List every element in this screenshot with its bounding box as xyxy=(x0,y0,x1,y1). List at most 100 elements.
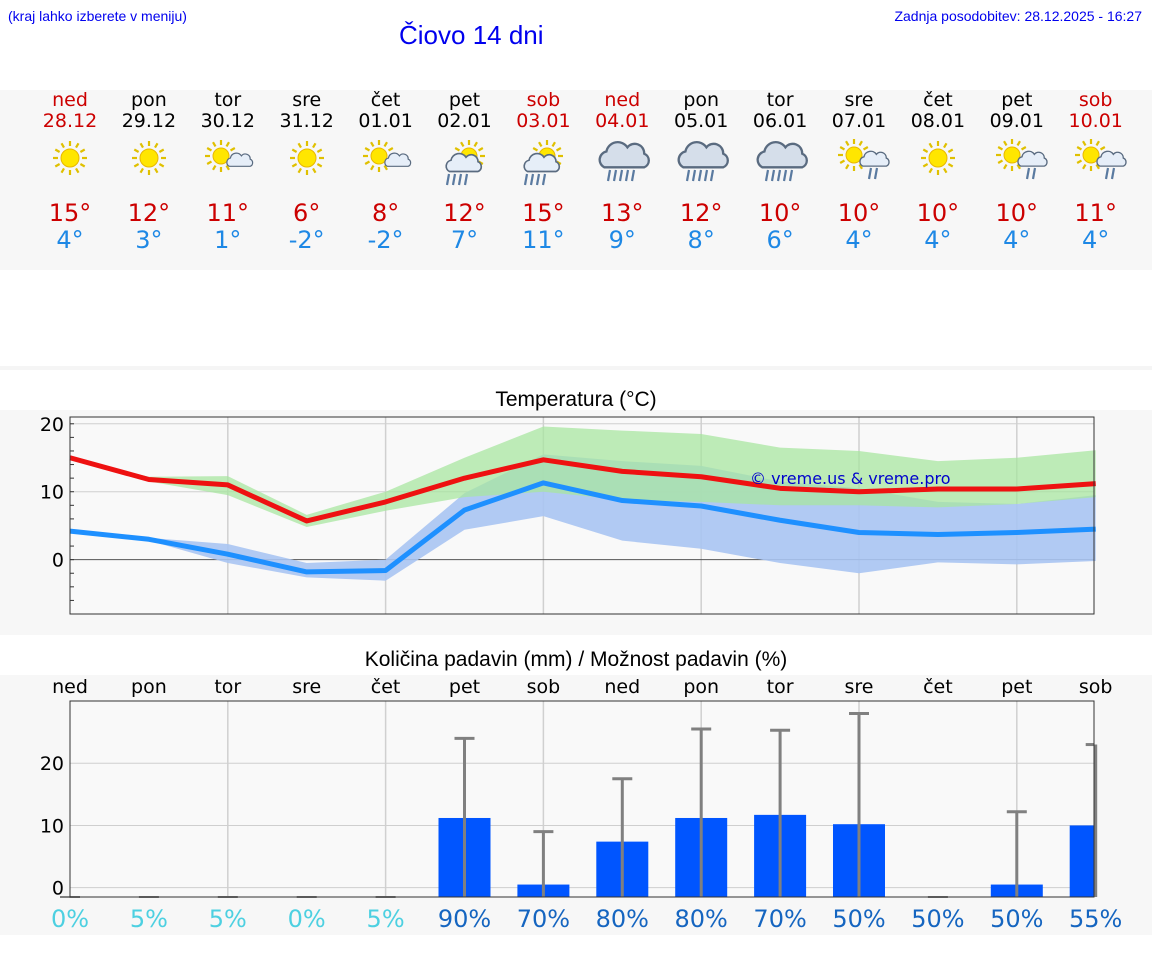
min-temperature: 4° xyxy=(924,226,952,254)
day-header: čet 01.01 xyxy=(346,90,426,132)
day-date: 03.01 xyxy=(516,110,571,132)
day-header: tor 30.12 xyxy=(188,90,268,132)
day-header: sob 10.01 xyxy=(1056,90,1136,132)
max-temperature: 11° xyxy=(206,199,250,227)
cloud-rain-icon xyxy=(582,136,662,196)
min-temperature: 11° xyxy=(522,226,565,254)
day-name: sob xyxy=(526,89,561,111)
max-temperature: 6° xyxy=(293,199,321,227)
sun-cloud-drizzle-icon xyxy=(819,136,899,196)
min-temperature-line xyxy=(69,480,1096,575)
precip-bar xyxy=(1069,825,1094,897)
min-temperature: 9° xyxy=(608,226,636,254)
day-header: sre 07.01 xyxy=(819,90,899,132)
min-range-band xyxy=(70,454,1096,581)
y-tick-label: 20 xyxy=(40,414,64,436)
category-label: ned xyxy=(604,676,640,698)
min-temperature: 8° xyxy=(687,226,715,254)
precip-chance: 50% xyxy=(990,905,1043,933)
sun-cloud-icon xyxy=(346,136,426,196)
day-date: 30.12 xyxy=(200,110,255,132)
forecast-panel xyxy=(0,90,1152,270)
day-date: 05.01 xyxy=(673,110,729,132)
y-tick-label: 0 xyxy=(52,878,64,900)
day-date: 06.01 xyxy=(752,110,808,132)
max-temperature: 13° xyxy=(601,199,644,227)
y-tick-label: 20 xyxy=(40,753,64,775)
precip-chance: 80% xyxy=(596,905,649,933)
location-hint: (kraj lahko izberete v meniju) xyxy=(8,8,187,24)
precip-chance: 55% xyxy=(1069,905,1122,933)
day-date: 01.01 xyxy=(358,110,413,132)
max-temperature: 15° xyxy=(522,199,565,227)
sun-cloud-drizzle-icon xyxy=(1056,136,1136,196)
precip-chance: 0% xyxy=(51,905,89,933)
watermark: © vreme.us & vreme.pro xyxy=(750,469,951,488)
precip-chance: 90% xyxy=(438,905,491,933)
precip-chance: 50% xyxy=(911,905,964,933)
precip-chance: 5% xyxy=(209,905,247,933)
day-name: pet xyxy=(448,89,481,111)
day-name: čet xyxy=(923,89,953,111)
day-date: 09.01 xyxy=(989,110,1044,132)
day-date: 04.01 xyxy=(595,110,650,132)
day-name: pon xyxy=(683,89,720,111)
day-date: 02.01 xyxy=(437,110,492,132)
max-temperature: 12° xyxy=(443,199,486,227)
precip-chance: 80% xyxy=(675,905,728,933)
min-temperature: 4° xyxy=(1003,226,1031,254)
day-name: sob xyxy=(1078,89,1113,111)
day-header: ned 28.12 xyxy=(30,90,110,132)
day-date: 28.12 xyxy=(42,110,98,132)
max-temperature: 10° xyxy=(995,199,1039,227)
plot-frame xyxy=(69,416,1095,615)
min-temperature: 6° xyxy=(766,226,794,254)
sun-cloud-rain-icon xyxy=(425,136,505,196)
last-updated: Zadnja posodobitev: 28.12.2025 - 16:27 xyxy=(894,8,1142,24)
sun-icon xyxy=(109,136,189,196)
sun-cloud-drizzle-icon xyxy=(977,136,1057,196)
day-date: 10.01 xyxy=(1068,110,1123,132)
sun-icon xyxy=(267,136,347,196)
day-header: pet 09.01 xyxy=(977,90,1057,132)
day-name: tor xyxy=(214,89,242,111)
sun-cloud-icon xyxy=(188,136,268,196)
category-label: ned xyxy=(52,676,88,698)
precip-chance: 0% xyxy=(288,905,326,933)
min-temperature: 4° xyxy=(1082,226,1110,254)
min-temperature: 7° xyxy=(450,226,479,254)
y-tick-label: 10 xyxy=(40,815,64,837)
precip-chance: 5% xyxy=(367,905,405,933)
precip-chance: 70% xyxy=(753,905,806,933)
precipitation-chart-title: Količina padavin (mm) / Možnost padavin … xyxy=(364,648,788,671)
day-date: 08.01 xyxy=(910,110,966,132)
max-temperature: 11° xyxy=(1074,199,1117,227)
max-temperature: 10° xyxy=(758,199,802,227)
day-date: 31.12 xyxy=(279,110,334,132)
min-temperature: 4° xyxy=(56,226,84,254)
sun-icon xyxy=(30,136,110,196)
min-temperature: 4° xyxy=(845,226,873,254)
plot-area xyxy=(70,701,1094,897)
category-label: čet xyxy=(923,676,953,698)
day-header: čet 08.01 xyxy=(898,90,978,132)
day-header: tor 06.01 xyxy=(740,90,820,132)
day-name: pet xyxy=(1001,89,1033,111)
temperature-chart-title: Temperatura (°C) xyxy=(495,388,657,411)
day-header: pon 05.01 xyxy=(661,90,741,132)
max-temperature-line xyxy=(69,455,1096,524)
day-header: pet 02.01 xyxy=(425,90,505,132)
day-header: ned 04.01 xyxy=(582,90,662,132)
max-temperature: 15° xyxy=(48,199,92,227)
day-date: 29.12 xyxy=(121,110,177,132)
precip-chance: 50% xyxy=(832,905,885,933)
day-name: čet xyxy=(370,89,401,111)
min-temperature: 3° xyxy=(135,226,163,254)
precipitation-chart: ned pon tor sre čet pet sob ned pon tor sre čet pet s… xyxy=(40,676,1123,933)
category-label: čet xyxy=(371,676,401,698)
min-temperature: -2° xyxy=(367,226,404,254)
day-header: sob 03.01 xyxy=(503,90,583,132)
day-name: tor xyxy=(766,89,794,111)
max-temperature: 12° xyxy=(679,199,723,227)
max-temperature: 12° xyxy=(127,199,171,227)
